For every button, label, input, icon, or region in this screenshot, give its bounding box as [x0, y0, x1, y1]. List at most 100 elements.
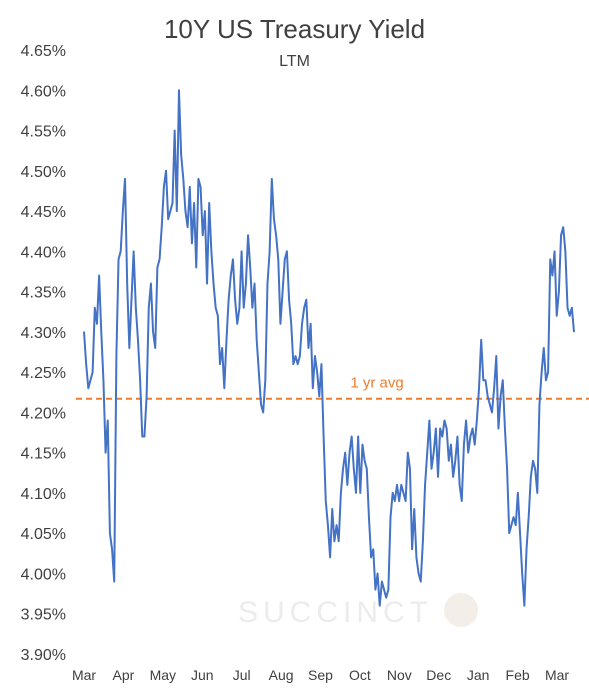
data-point [128, 347, 130, 349]
data-point [415, 556, 418, 558]
data-point [344, 452, 346, 454]
data-point [146, 395, 148, 397]
data-point [161, 226, 163, 228]
data-point [562, 226, 564, 228]
data-point [327, 524, 329, 526]
data-point [400, 484, 402, 486]
data-point [506, 468, 508, 470]
y-tick-label: 4.25% [21, 365, 66, 382]
data-point [284, 258, 286, 260]
data-point [426, 452, 428, 454]
data-point [396, 484, 398, 486]
data-point [437, 476, 439, 478]
data-point [152, 331, 154, 333]
data-point [234, 299, 236, 301]
data-point [281, 291, 284, 293]
data-point [566, 307, 569, 309]
watermark: SUCCINCT [232, 588, 490, 638]
data-point [405, 500, 407, 502]
y-tick-label: 4.35% [21, 285, 66, 302]
data-point [273, 218, 275, 220]
data-point [493, 387, 495, 389]
data-point [329, 556, 331, 558]
data-point [340, 492, 342, 494]
data-point [351, 435, 353, 438]
data-point [521, 572, 523, 575]
data-point [318, 395, 320, 397]
data-point [312, 387, 314, 389]
data-point [443, 419, 446, 422]
data-point [277, 258, 279, 260]
data-point [355, 492, 357, 494]
y-tick-label: 4.45% [21, 204, 66, 221]
data-point [279, 323, 282, 325]
data-point [407, 452, 409, 454]
data-point [148, 307, 150, 309]
data-point [525, 548, 528, 550]
x-axis: Mar Apr May Jun Jul Aug Sep Oct Nov Dec Jan Feb Mar [72, 667, 569, 683]
data-point [450, 444, 452, 446]
data-point [489, 403, 491, 405]
data-point [87, 387, 89, 389]
data-point [225, 339, 228, 341]
data-point [180, 154, 182, 156]
data-point [126, 282, 128, 285]
x-tick-label: Mar [72, 667, 96, 683]
data-point [156, 266, 158, 269]
y-tick-label: 4.20% [21, 405, 66, 422]
data-point [417, 572, 420, 575]
data-point [564, 250, 566, 252]
data-point [310, 323, 312, 325]
x-tick-label: Feb [506, 667, 530, 683]
data-point [374, 588, 377, 591]
data-point [508, 532, 510, 534]
data-point [208, 202, 210, 204]
data-point [422, 540, 424, 542]
y-tick-label: 4.10% [21, 486, 66, 503]
data-point [307, 347, 310, 349]
data-point [420, 580, 422, 583]
data-point [389, 516, 392, 518]
data-point [83, 331, 85, 333]
data-point [430, 468, 433, 470]
y-tick-label: 4.00% [21, 566, 66, 583]
data-point [510, 524, 512, 526]
data-point [495, 355, 497, 357]
data-point [286, 250, 288, 252]
data-point [402, 492, 405, 494]
data-point [215, 307, 217, 309]
data-point [169, 210, 171, 212]
data-point [202, 234, 204, 236]
y-tick-label: 4.15% [21, 446, 66, 463]
data-point [441, 435, 443, 438]
data-point [253, 282, 256, 285]
data-point [154, 347, 156, 349]
data-point [530, 476, 532, 478]
data-point [223, 387, 225, 389]
data-point [569, 315, 571, 317]
data-point [245, 282, 247, 285]
data-point [573, 331, 575, 333]
data-point [115, 355, 117, 357]
data-point [122, 210, 124, 212]
data-point [240, 250, 243, 252]
data-point [543, 347, 545, 349]
data-point [107, 419, 109, 422]
data-point [512, 516, 515, 518]
x-tick-label: Mar [545, 667, 569, 683]
data-point [109, 532, 111, 534]
data-point [100, 331, 102, 333]
data-point [264, 379, 266, 381]
data-point [500, 395, 502, 397]
data-point [536, 492, 538, 494]
data-point [368, 516, 370, 518]
series-points [83, 89, 575, 607]
data-point [478, 387, 480, 389]
data-point [519, 532, 521, 534]
data-point [275, 234, 277, 236]
data-point [480, 339, 482, 341]
data-point [111, 548, 113, 550]
data-point [141, 435, 143, 438]
data-point [174, 129, 176, 132]
